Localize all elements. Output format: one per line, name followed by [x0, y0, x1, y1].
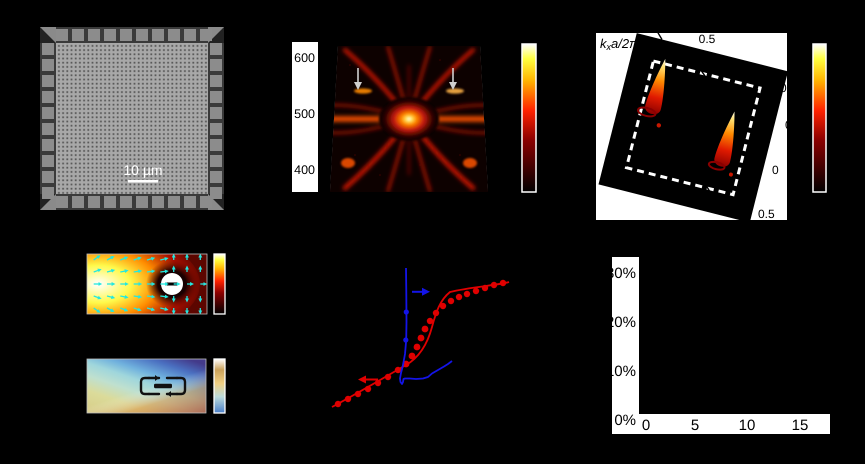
svg-text:10 µm: 10 µm: [123, 162, 162, 178]
svg-text:15: 15: [792, 417, 809, 434]
svg-text:0: 0: [642, 417, 650, 434]
svg-text:20%: 20%: [606, 314, 636, 331]
svg-text:0.5: 0.5: [699, 32, 716, 46]
svg-text:30%: 30%: [606, 265, 636, 282]
svg-text:0: 0: [785, 118, 792, 132]
svg-text:10: 10: [739, 417, 756, 434]
svg-text:0: 0: [772, 163, 779, 177]
svg-text:kxa/2π: kxa/2π: [600, 36, 638, 52]
svg-text:-0.5: -0.5: [776, 81, 797, 95]
svg-text:0.5: 0.5: [758, 207, 775, 221]
svg-text:5: 5: [691, 417, 699, 434]
svg-text:0%: 0%: [614, 412, 636, 429]
svg-text:0: 0: [688, 51, 695, 65]
svg-text:500: 500: [294, 107, 315, 121]
svg-text:600: 600: [294, 51, 315, 65]
svg-text:400: 400: [294, 163, 315, 177]
svg-text:10%: 10%: [606, 363, 636, 380]
